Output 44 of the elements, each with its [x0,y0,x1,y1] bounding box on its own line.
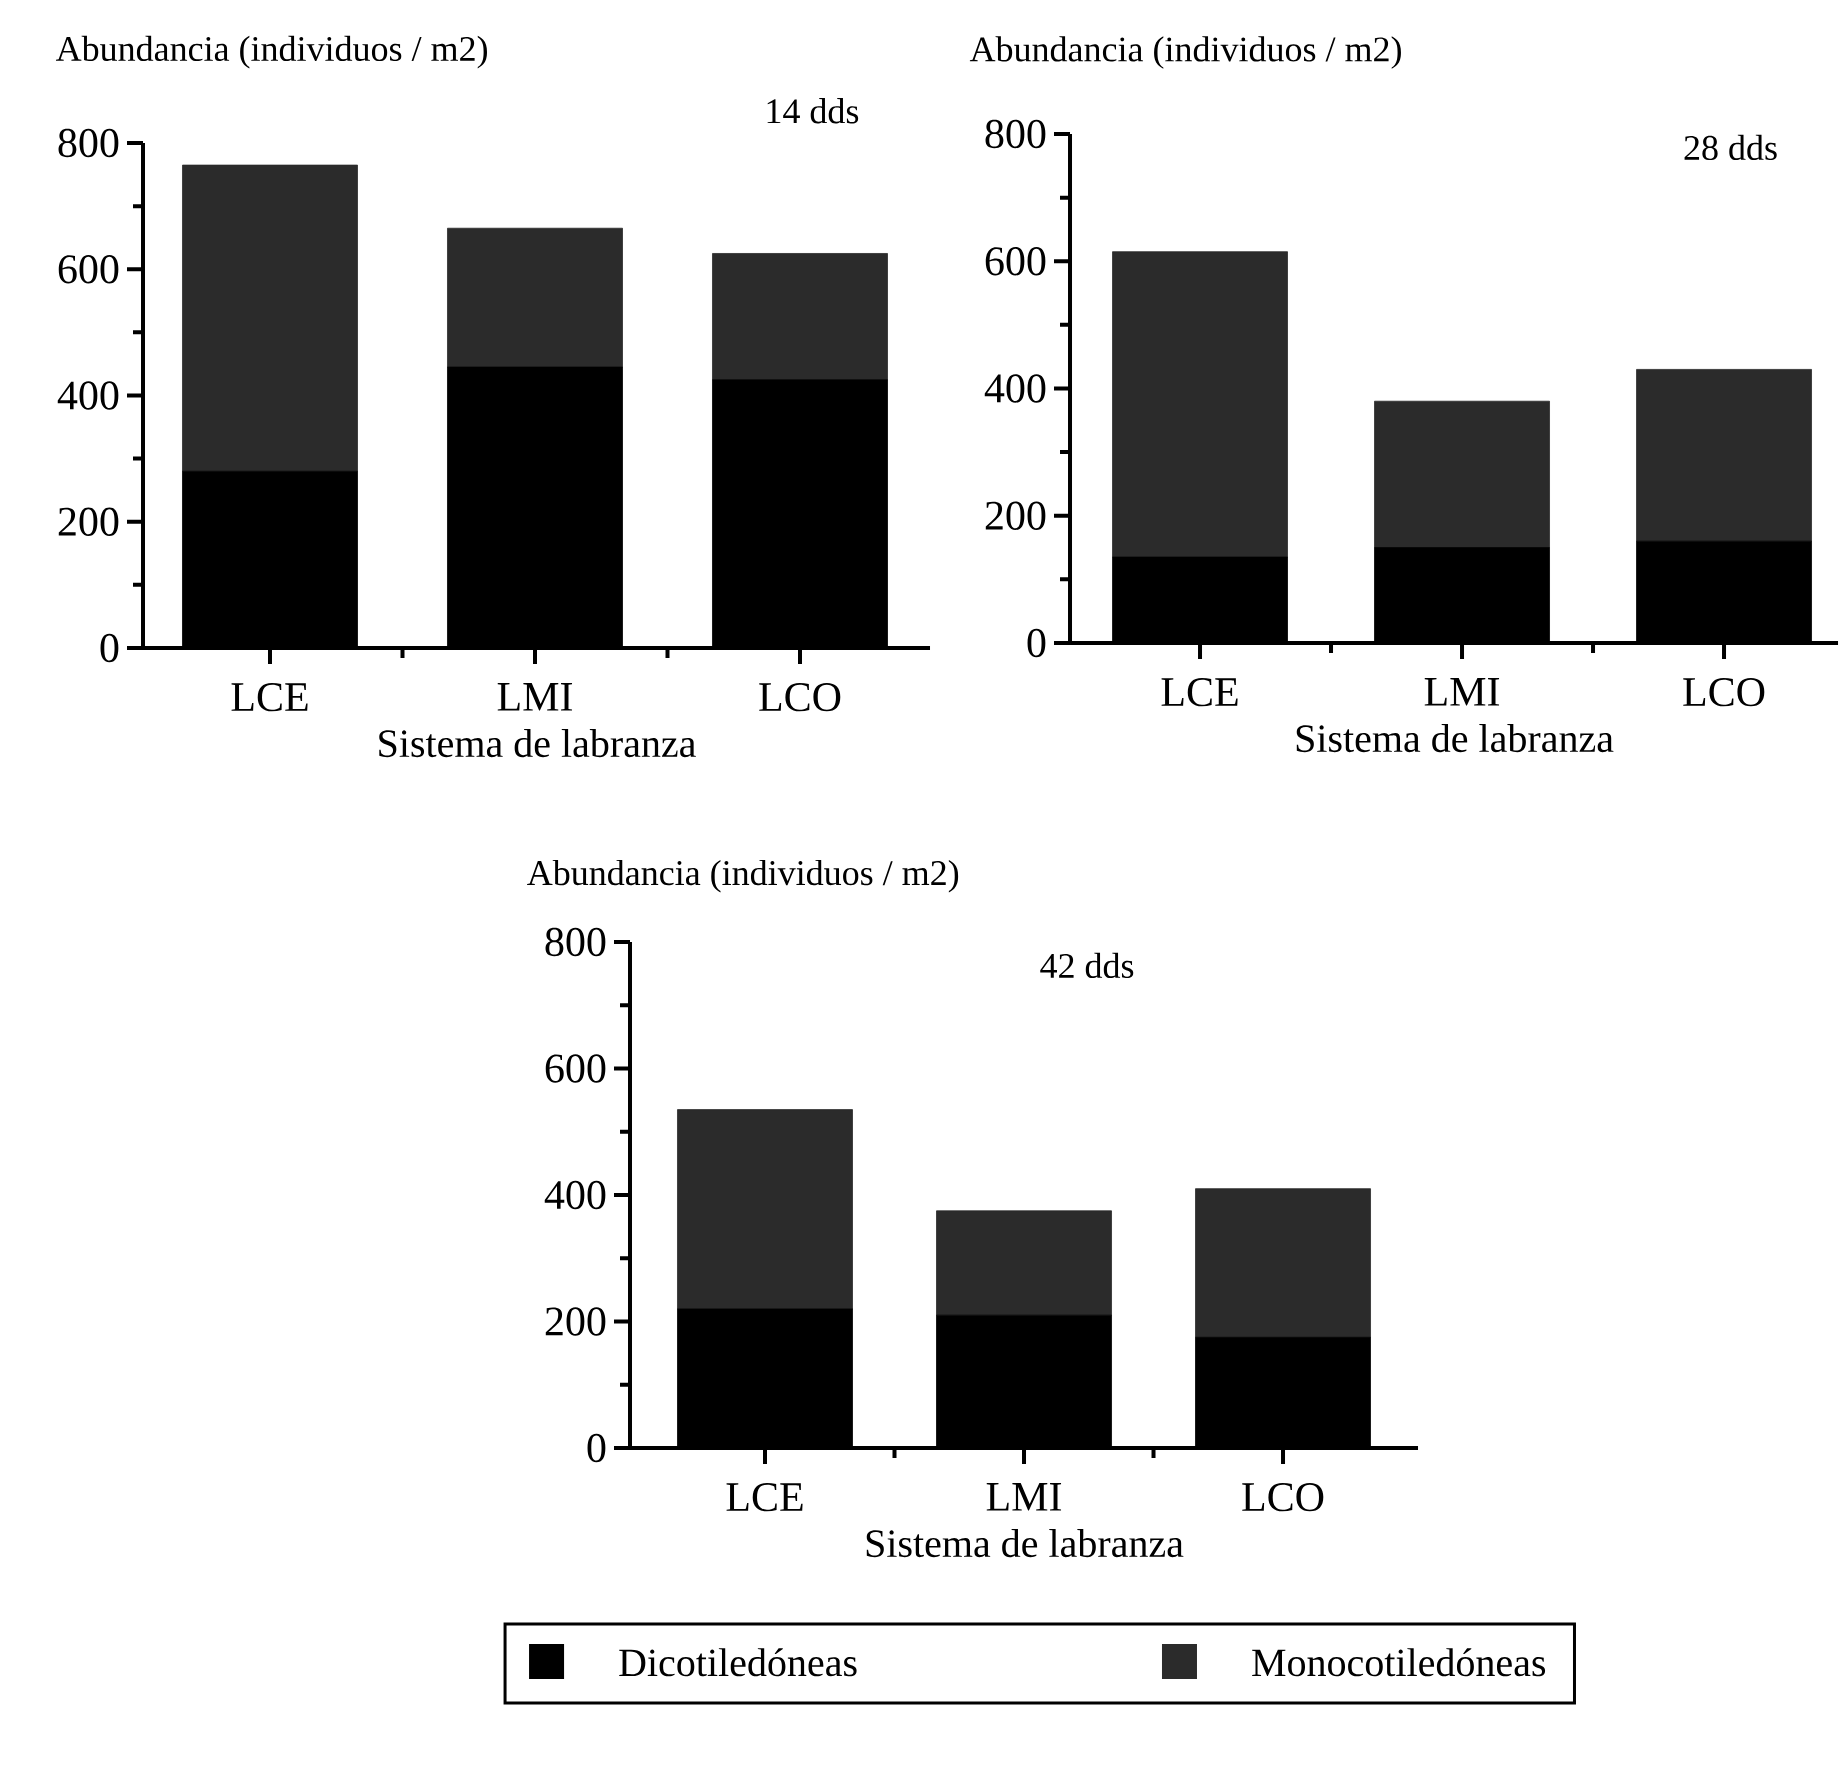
bar [936,1210,1112,1316]
y-tick-label: 600 [545,1054,606,1083]
x-axis-title: Sistema de labranza [866,1529,1184,1558]
y-axis-title: Abundancia (individuos / m2) [55,35,487,69]
x-tick-label: LCE [726,1483,803,1512]
y-tick-label: 800 [545,927,606,957]
x-tick-label: LCO [1242,1483,1324,1512]
y-tick-label: 0 [1027,628,1046,658]
chart-title: 14 dds [767,98,859,124]
bar [1374,400,1550,548]
y-tick-label: 0 [100,633,119,663]
y-tick-label: 600 [58,255,119,284]
y-tick-label: 800 [58,128,119,158]
bar [447,227,623,368]
y-tick-label: 0 [587,1433,606,1463]
chart-title: 42 dds [1040,952,1134,979]
x-tick-label: LCO [759,683,841,712]
bar [1195,1188,1371,1338]
legend-label: Monocotiledóneas [1252,1648,1546,1677]
x-tick-label: LCE [1161,678,1238,707]
x-tick-label: LMI [986,1483,1062,1511]
x-tick-label: LCE [231,683,308,712]
legend-label: Dicotiledóneas [619,1648,857,1677]
x-axis-title: Sistema de labranza [379,729,696,758]
x-tick-label: LMI [497,683,573,711]
y-tick-label: 400 [984,374,1046,403]
y-tick-label: 400 [544,1180,606,1210]
y-axis-title: Abundancia (individuos / m2) [527,859,959,893]
chart-title: 28 dds [1684,134,1777,161]
x-tick-label: LMI [1424,678,1500,706]
bar [677,1109,853,1310]
bar [712,253,888,381]
bar [1112,251,1288,558]
x-axis-title: Sistema de labranza [1296,724,1614,753]
y-axis-title: Abundancia (individuos / m2) [969,36,1401,69]
y-tick-label: 200 [58,507,119,536]
x-tick-label: LCO [1683,678,1765,707]
bar [1636,369,1812,542]
bar [182,164,358,472]
y-tick-label: 800 [985,119,1046,149]
y-tick-label: 400 [57,381,119,410]
y-tick-label: 200 [545,1307,606,1336]
y-tick-label: 200 [985,501,1046,530]
y-tick-label: 600 [985,247,1046,276]
